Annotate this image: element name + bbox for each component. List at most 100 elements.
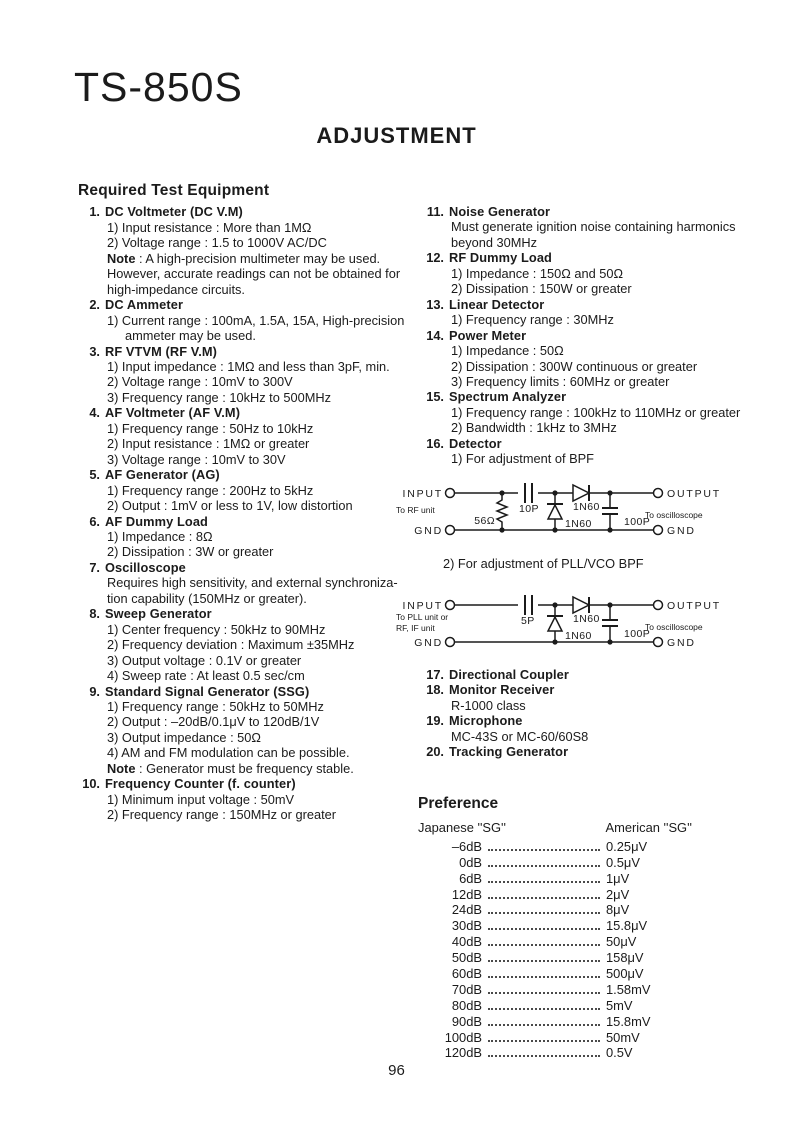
equipment-item: 15. Spectrum Analyzer 1) Frequency range :… [418,389,758,435]
item-name: Standard Signal Generator (SSG) [105,683,310,699]
item-spec-line: 2) Input resistance : 1MΩ or greater [107,436,310,452]
output-terminal [652,599,664,611]
item-spec-line: 1) Input resistance : More than 1MΩ [107,219,312,235]
equipment-list-left: 1. DC Voltmeter (DC V.M) 1) Input resistan… [78,204,412,822]
item-name: Frequency Counter (f. counter) [105,776,296,792]
item-number: 20. [426,744,444,760]
preference-row: 6dB 1μV [418,870,692,886]
shunt-diode-symbol [546,503,564,520]
item-name: Oscilloscope [105,559,186,575]
series-diode-symbol [572,595,591,615]
preference-col-japanese: Japanese ''SG'' [418,820,506,835]
equipment-item: 13. Linear Detector 1) Frequency range : 3… [418,297,758,328]
equipment-item: 8. Sweep Generator 1) Center frequency : 5… [78,606,412,683]
dotted-leader [488,1039,600,1042]
item-number: 15. [426,389,444,405]
gnd-terminal-left [444,636,456,648]
item-name: Noise Generator [449,204,551,219]
item-name: AF Dummy Load [105,513,208,529]
gnd-terminal-right [652,524,664,536]
item-name: Tracking Generator [449,744,569,760]
item-name: Sweep Generator [105,606,212,622]
item-spec-line: R-1000 class [451,697,526,713]
item-name: DC Voltmeter (DC V.M) [105,204,243,220]
item-spec-line: 2) Output : –20dB/0.1μV to 120dB/1V [107,714,320,730]
preference-db: 70dB [451,981,482,997]
shunt-diode-value: 1N60 [565,630,592,642]
gnd-right-label: GND [667,637,696,649]
item-spec-line: 3) Frequency range : 10kHz to 500MHz [107,389,332,405]
item-spec-line: 2) Dissipation : 300W continuous or grea… [451,358,698,374]
item-spec-line: Requires high sensitivity, and external … [107,575,398,591]
item-number: 14. [426,327,444,343]
preference-row: 30dB 15.8μV [418,917,692,933]
output-terminal [652,487,664,499]
item-number: 11. [426,204,444,219]
equipment-item: 12. RF Dummy Load 1) Impedance : 150Ω and … [418,250,758,296]
item-spec-line: 1) Impedance : 50Ω [451,343,564,359]
item-spec-line: tion capability (150MHz or greater). [107,590,307,606]
item-number: 5. [89,467,100,483]
preference-db: 80dB [451,997,482,1013]
preference-value: 2μV [606,886,630,902]
input-label: INPUT [403,488,444,500]
page-title: ADJUSTMENT [316,123,477,148]
preference-value: 0.25μV [606,838,648,854]
gnd-right-label: GND [667,525,696,537]
item-name: RF VTVM (RF V.M) [105,343,218,359]
preference-value: 0.5V [606,1045,633,1061]
item-spec-line: 3) Output voltage : 0.1V or greater [107,652,302,668]
item-spec-line: high-impedance circuits. [107,281,245,297]
pll-vco-bpf-schematic: INPUT To PLL unit or RF, IF unit GND 5P … [392,582,745,665]
output-label: OUTPUT [667,488,721,500]
item-number: 2. [89,297,100,313]
input-source-label-1: To PLL unit or [396,612,448,622]
item-name: Power Meter [449,327,527,343]
item-spec-line: However, accurate readings can not be ob… [107,266,401,282]
preference-db: 60dB [451,966,482,982]
bpf-detector-schematic: INPUT To RF unit GND 56Ω 10P 1N60 1N60 1… [392,470,745,553]
preference-table: –6dB 0.25μV 0dB 0.5μV 6dB 1μV 12dB 2μV 24dB 8μV 30… [418,838,692,1061]
gnd-left-label: GND [414,525,443,537]
item-name: AF Voltmeter (AF V.M) [105,405,241,421]
input-terminal [444,487,456,499]
preference-row: 50dB 158μV [418,949,692,965]
preference-section: Preference Japanese ''SG'' American ''SG… [418,795,692,1060]
item-spec-line: MC-43S or MC-60/60S8 [451,728,589,744]
preference-row: 60dB 500μV [418,965,692,981]
preference-value: 0.5μV [606,854,640,870]
shunt-diode-value: 1N60 [565,518,592,530]
dotted-leader [488,943,600,947]
series-cap-value: 10P [519,503,539,515]
equipment-item: 6. AF Dummy Load 1) Impedance : 8Ω 2) Dissi… [78,514,412,560]
preference-value: 500μV [606,966,644,982]
item-spec-line: 2) Output : 1mV or less to 1V, low disto… [107,498,353,514]
preference-row: 80dB 5mV [418,997,692,1013]
item-number: 6. [89,513,100,529]
item-spec-line: 2) Dissipation : 150W or greater [451,281,632,297]
dotted-leader [488,959,600,963]
item-name: Monitor Receiver [449,682,555,698]
item-spec-line: Must generate ignition noise containing … [451,219,736,235]
preference-db: –6dB [451,838,482,854]
preference-db: 40dB [451,934,482,950]
item-spec-line: 1) Frequency range : 100kHz to 110MHz or… [451,404,741,420]
equipment-heading: Required Test Equipment [78,182,270,199]
item-spec-line: 1) Impedance : 150Ω and 50Ω [451,265,624,281]
item-spec-line: 1) Impedance : 8Ω [107,528,213,544]
preference-value: 1.58mV [606,981,651,997]
preference-db: 120dB [444,1045,482,1061]
equipment-item: 17. Directional Coupler [418,667,588,682]
dotted-leader [488,864,600,867]
preference-row: 40dB 50μV [418,933,692,949]
preference-value: 15.8μV [606,918,648,934]
dotted-leader [488,848,600,851]
item-spec-line: beyond 30MHz [451,234,538,250]
equipment-item: 3. RF VTVM (RF V.M) 1) Input impedance : 1… [78,344,412,406]
preference-heading: Preference [418,795,499,812]
page-number: 96 [388,1062,405,1079]
item-name: Microphone [449,713,523,729]
shunt-diode-symbol [546,615,564,632]
item-spec-line: Note : A high-precision multimeter may b… [107,250,381,266]
series-diode-value: 1N60 [573,613,600,625]
